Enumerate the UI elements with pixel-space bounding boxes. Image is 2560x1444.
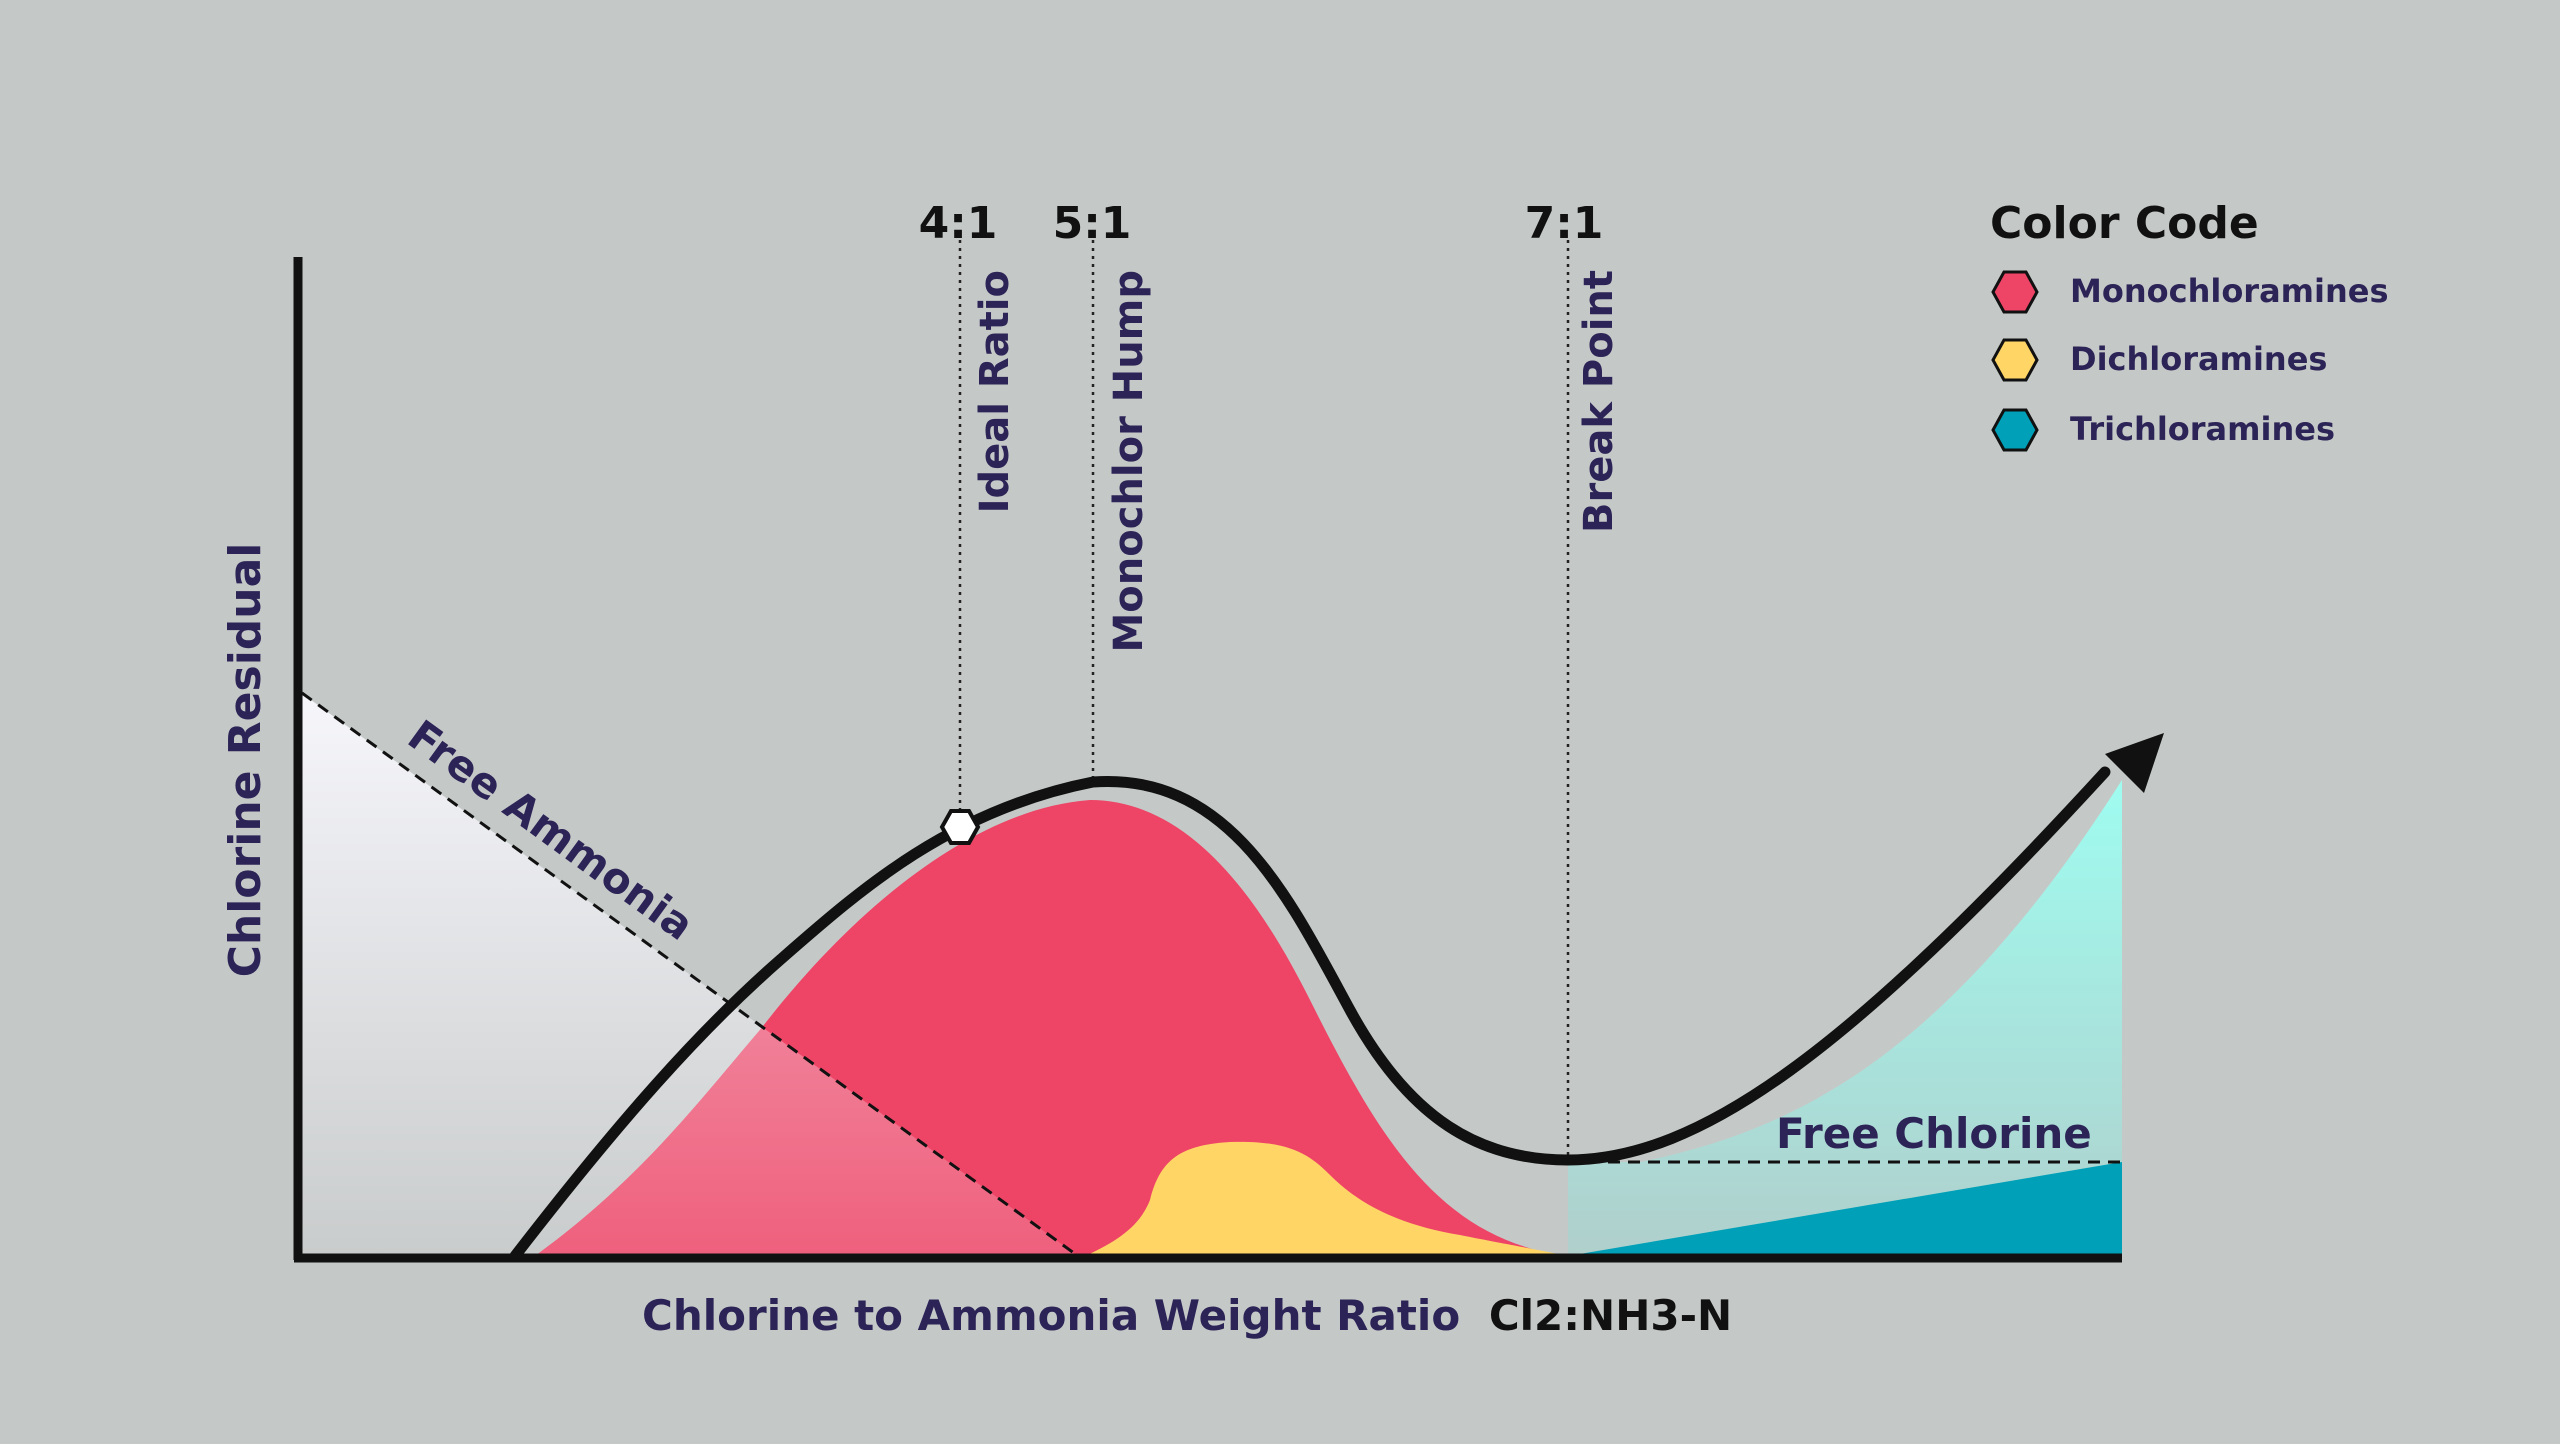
marker-ratio-5-1: 5:1 bbox=[1053, 198, 1132, 249]
marker-label-ideal-ratio: Ideal Ratio bbox=[972, 270, 1018, 513]
free-chlorine-label: Free Chlorine bbox=[1776, 1109, 2092, 1158]
dichloramines-region bbox=[1085, 1141, 1568, 1256]
x-axis-label-formula: Cl2:NH3-N bbox=[1489, 1291, 1732, 1340]
legend-label-monochloramines: Monochloramines bbox=[2070, 272, 2389, 310]
legend: Color Code Monochloramines Dichloramines… bbox=[1990, 198, 2389, 452]
marker-label-break-point: Break Point bbox=[1576, 270, 1622, 533]
free-chlorine-region bbox=[1568, 780, 2122, 1256]
legend-swatch-dichloramines-icon bbox=[1991, 338, 2039, 382]
y-axis-label: Chlorine Residual bbox=[220, 543, 271, 978]
legend-label-trichloramines: Trichloramines bbox=[2070, 410, 2335, 448]
x-axis-label: Chlorine to Ammonia Weight Ratio Cl2:NH3… bbox=[642, 1291, 1732, 1340]
legend-title: Color Code bbox=[1990, 198, 2259, 249]
chlorine-residual-curve bbox=[509, 766, 2111, 1262]
marker-ratio-4-1: 4:1 bbox=[919, 198, 998, 249]
ideal-ratio-hexagon-icon bbox=[939, 809, 981, 845]
legend-label-dichloramines: Dichloramines bbox=[2070, 340, 2327, 378]
curve-arrowhead-icon bbox=[2105, 733, 2164, 793]
trichloramines-region bbox=[1568, 1162, 2122, 1256]
legend-swatch-monochloramines-icon bbox=[1991, 270, 2039, 314]
legend-swatch-trichloramines-icon bbox=[1991, 408, 2039, 452]
marker-ratio-7-1: 7:1 bbox=[1525, 198, 1604, 249]
x-axis-label-main: Chlorine to Ammonia Weight Ratio bbox=[642, 1291, 1460, 1340]
marker-label-monochlor-hump: Monochlor Hump bbox=[1106, 270, 1152, 653]
